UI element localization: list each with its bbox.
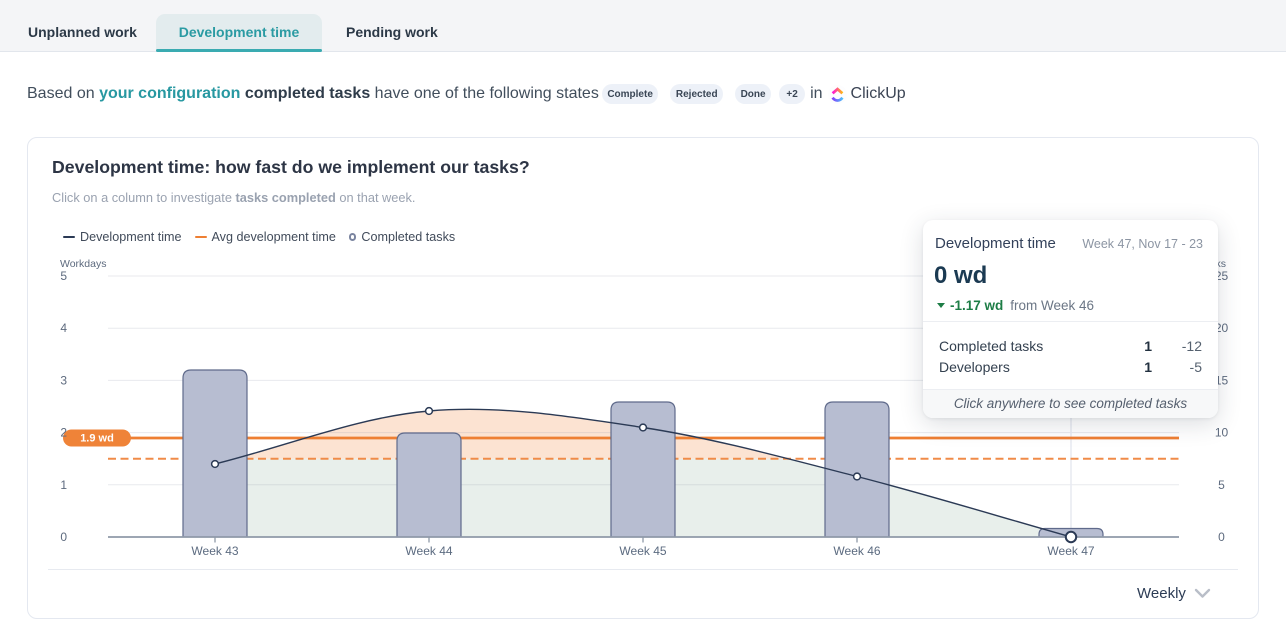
svg-text:25: 25 [1215, 269, 1229, 283]
svg-text:5: 5 [1218, 478, 1225, 492]
svg-text:Week 44: Week 44 [405, 544, 452, 558]
svg-text:Workdays: Workdays [60, 258, 107, 270]
svg-text:5: 5 [60, 269, 67, 283]
svg-text:1: 1 [60, 478, 67, 492]
svg-text:Week 46: Week 46 [833, 544, 880, 558]
svg-text:4: 4 [60, 321, 67, 335]
svg-text:Week 43: Week 43 [191, 544, 238, 558]
svg-text:0: 0 [60, 530, 67, 544]
svg-text:15: 15 [1215, 373, 1229, 387]
svg-text:Week 45: Week 45 [619, 544, 666, 558]
svg-text:Week 47: Week 47 [1047, 544, 1094, 558]
svg-text:0: 0 [1218, 530, 1225, 544]
svg-text:10: 10 [1215, 426, 1229, 440]
svg-text:2: 2 [60, 426, 67, 440]
svg-text:20: 20 [1215, 321, 1229, 335]
svg-text:1.9 wd: 1.9 wd [80, 433, 114, 445]
svg-text:3: 3 [60, 373, 67, 387]
